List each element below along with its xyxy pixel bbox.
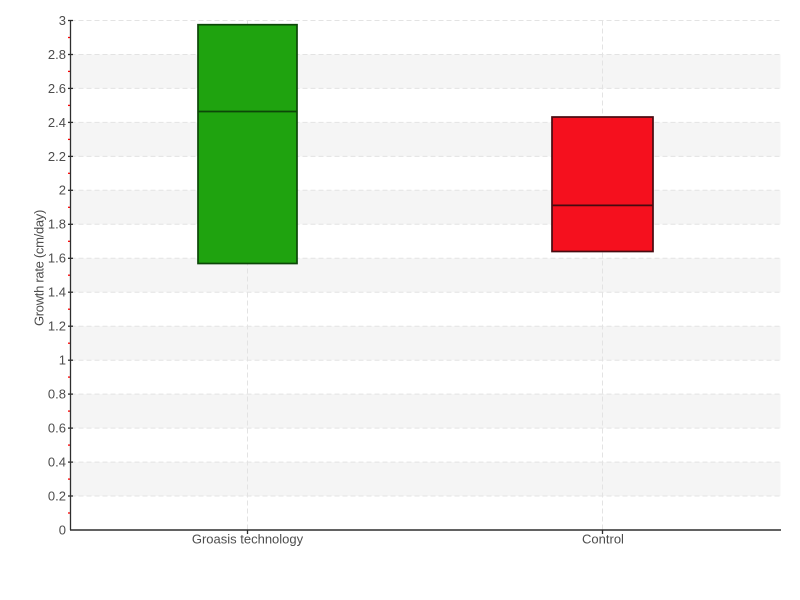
svg-text:1.6: 1.6 xyxy=(48,251,66,266)
svg-text:0.4: 0.4 xyxy=(48,455,66,470)
svg-text:0.2: 0.2 xyxy=(48,488,66,503)
svg-text:Growth rate (cm/day): Growth rate (cm/day) xyxy=(32,210,47,326)
svg-text:1: 1 xyxy=(59,353,66,368)
svg-text:0: 0 xyxy=(59,522,66,537)
svg-text:2.2: 2.2 xyxy=(48,149,66,164)
svg-text:2.6: 2.6 xyxy=(48,81,66,96)
svg-text:0.6: 0.6 xyxy=(48,421,66,436)
svg-text:Groasis technology: Groasis technology xyxy=(192,531,304,546)
svg-text:2.4: 2.4 xyxy=(48,115,66,130)
svg-text:Control: Control xyxy=(582,531,624,546)
svg-text:1.2: 1.2 xyxy=(48,319,66,334)
svg-text:2.8: 2.8 xyxy=(48,47,66,62)
svg-text:1.4: 1.4 xyxy=(48,285,66,300)
svg-text:1.8: 1.8 xyxy=(48,217,66,232)
svg-text:3: 3 xyxy=(59,13,66,28)
svg-text:2: 2 xyxy=(59,183,66,198)
svg-text:0.8: 0.8 xyxy=(48,387,66,402)
